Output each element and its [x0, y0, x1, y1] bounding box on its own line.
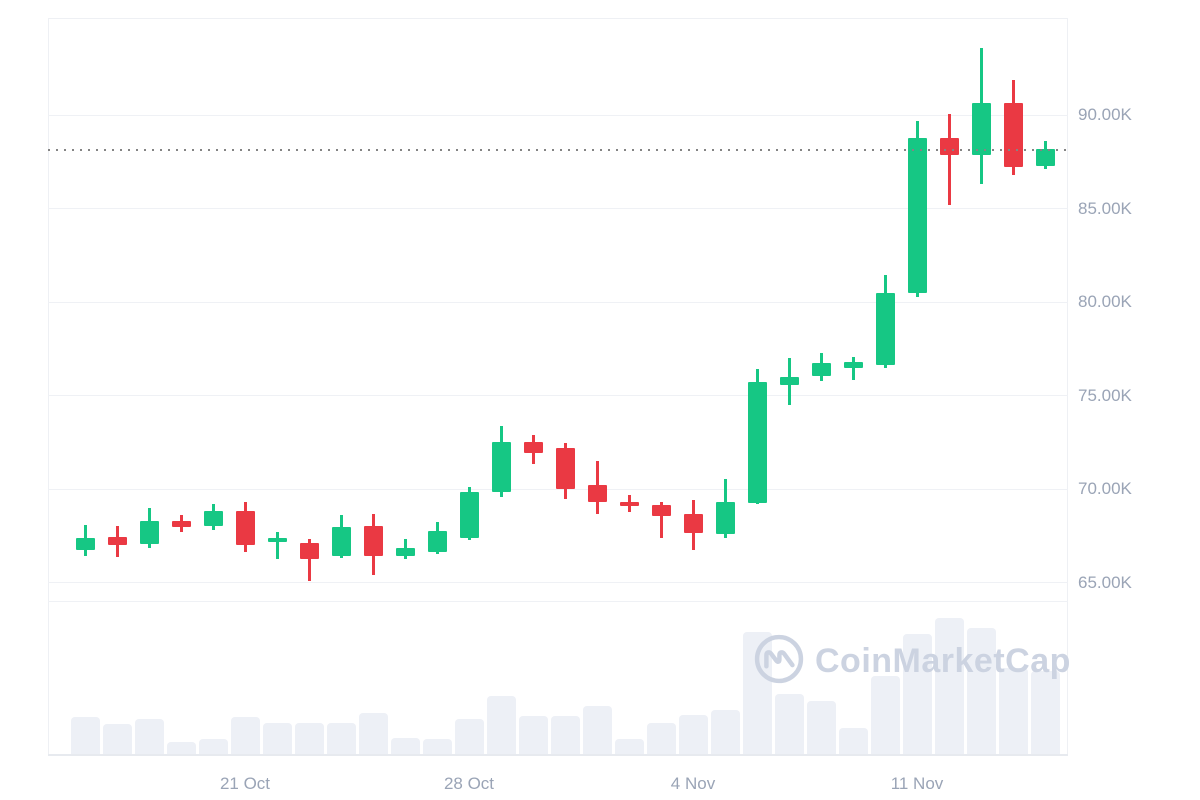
candle-body[interactable]	[299, 542, 319, 560]
gridline	[48, 488, 1068, 490]
volume-bar[interactable]	[582, 706, 612, 754]
candle-body[interactable]	[331, 526, 351, 556]
candle-body[interactable]	[171, 521, 191, 527]
y-axis-label: 90.00K	[1078, 105, 1132, 125]
x-axis-label: 11 Nov	[890, 774, 944, 793]
candle-body[interactable]	[619, 501, 639, 507]
volume-bar[interactable]	[166, 741, 196, 754]
volume-bar[interactable]	[1030, 671, 1060, 754]
candle-wick	[307, 538, 311, 581]
volume-bar[interactable]	[550, 715, 580, 754]
candle-body[interactable]	[75, 537, 95, 551]
volume-bar[interactable]	[262, 722, 292, 754]
volume-bar[interactable]	[358, 713, 388, 754]
pane-separator-line	[48, 600, 1068, 602]
candle-body[interactable]	[747, 381, 767, 504]
y-axis-label: 70.00K	[1078, 479, 1132, 499]
y-axis-label: 65.00K	[1078, 572, 1132, 592]
gridline	[48, 114, 1068, 116]
volume-bar[interactable]	[870, 676, 900, 754]
y-axis-label: 75.00K	[1078, 385, 1132, 405]
candle-body[interactable]	[459, 492, 479, 538]
gridline	[48, 582, 1068, 584]
gridline	[48, 301, 1068, 303]
candle-body[interactable]	[939, 137, 959, 155]
candle-body[interactable]	[203, 510, 223, 526]
candle-body[interactable]	[843, 362, 863, 368]
volume-bar[interactable]	[774, 694, 804, 754]
volume-bar[interactable]	[134, 718, 164, 754]
volume-bar[interactable]	[518, 715, 548, 754]
candle-body[interactable]	[1035, 149, 1055, 166]
volume-bar[interactable]	[998, 668, 1028, 754]
volume-bar[interactable]	[230, 717, 260, 754]
candle-wick	[275, 532, 279, 559]
volume-bar[interactable]	[646, 722, 676, 754]
candle-body[interactable]	[555, 448, 575, 490]
gridline	[48, 208, 1068, 210]
volume-bar[interactable]	[710, 710, 740, 754]
volume-bar[interactable]	[678, 714, 708, 754]
candle-body[interactable]	[267, 537, 287, 542]
candle-body[interactable]	[395, 548, 415, 556]
current-price-line	[48, 149, 1068, 151]
y-axis-label: 85.00K	[1078, 198, 1132, 218]
x-axis-label: 21 Oct	[219, 774, 271, 793]
candle-body[interactable]	[683, 513, 703, 534]
volume-bar[interactable]	[70, 717, 100, 754]
candle-body[interactable]	[363, 525, 383, 556]
volume-bar[interactable]	[294, 722, 324, 754]
volume-bar[interactable]	[198, 739, 228, 754]
volume-bar[interactable]	[454, 718, 484, 754]
candle-wick	[659, 502, 663, 538]
y-axis-label: 80.00K	[1078, 292, 1132, 312]
gridline	[48, 395, 1068, 397]
candle-body[interactable]	[139, 521, 159, 544]
candle-body[interactable]	[715, 502, 735, 535]
candle-body[interactable]	[427, 531, 447, 552]
x-axis-label: 28 Oct	[443, 774, 495, 793]
candle-body[interactable]	[811, 363, 831, 377]
candle-body[interactable]	[779, 377, 799, 385]
volume-bar[interactable]	[422, 739, 452, 754]
candle-body[interactable]	[491, 441, 511, 493]
volume-bar[interactable]	[614, 739, 644, 754]
volume-bar[interactable]	[806, 700, 836, 754]
candle-body[interactable]	[1003, 103, 1023, 167]
volume-bar[interactable]	[902, 634, 932, 754]
volume-bar[interactable]	[934, 618, 964, 754]
volume-bar[interactable]	[486, 695, 516, 754]
volume-bar[interactable]	[838, 728, 868, 754]
candle-wick	[851, 356, 855, 380]
x-axis-label: 4 Nov	[670, 774, 716, 793]
volume-bar[interactable]	[966, 627, 996, 754]
volume-bar[interactable]	[390, 737, 420, 754]
candle-body[interactable]	[587, 484, 607, 503]
candle-body[interactable]	[907, 137, 927, 294]
volume-bar[interactable]	[326, 722, 356, 754]
volume-bar[interactable]	[102, 724, 132, 754]
candle-body[interactable]	[971, 103, 991, 155]
volume-bar[interactable]	[742, 631, 772, 754]
candle-body[interactable]	[651, 505, 671, 517]
candle-wick	[947, 113, 951, 206]
candle-body[interactable]	[235, 510, 255, 545]
candle-body[interactable]	[107, 537, 127, 545]
candle-body[interactable]	[875, 293, 895, 366]
x-axis-line	[48, 754, 1068, 756]
candle-body[interactable]	[523, 441, 543, 453]
